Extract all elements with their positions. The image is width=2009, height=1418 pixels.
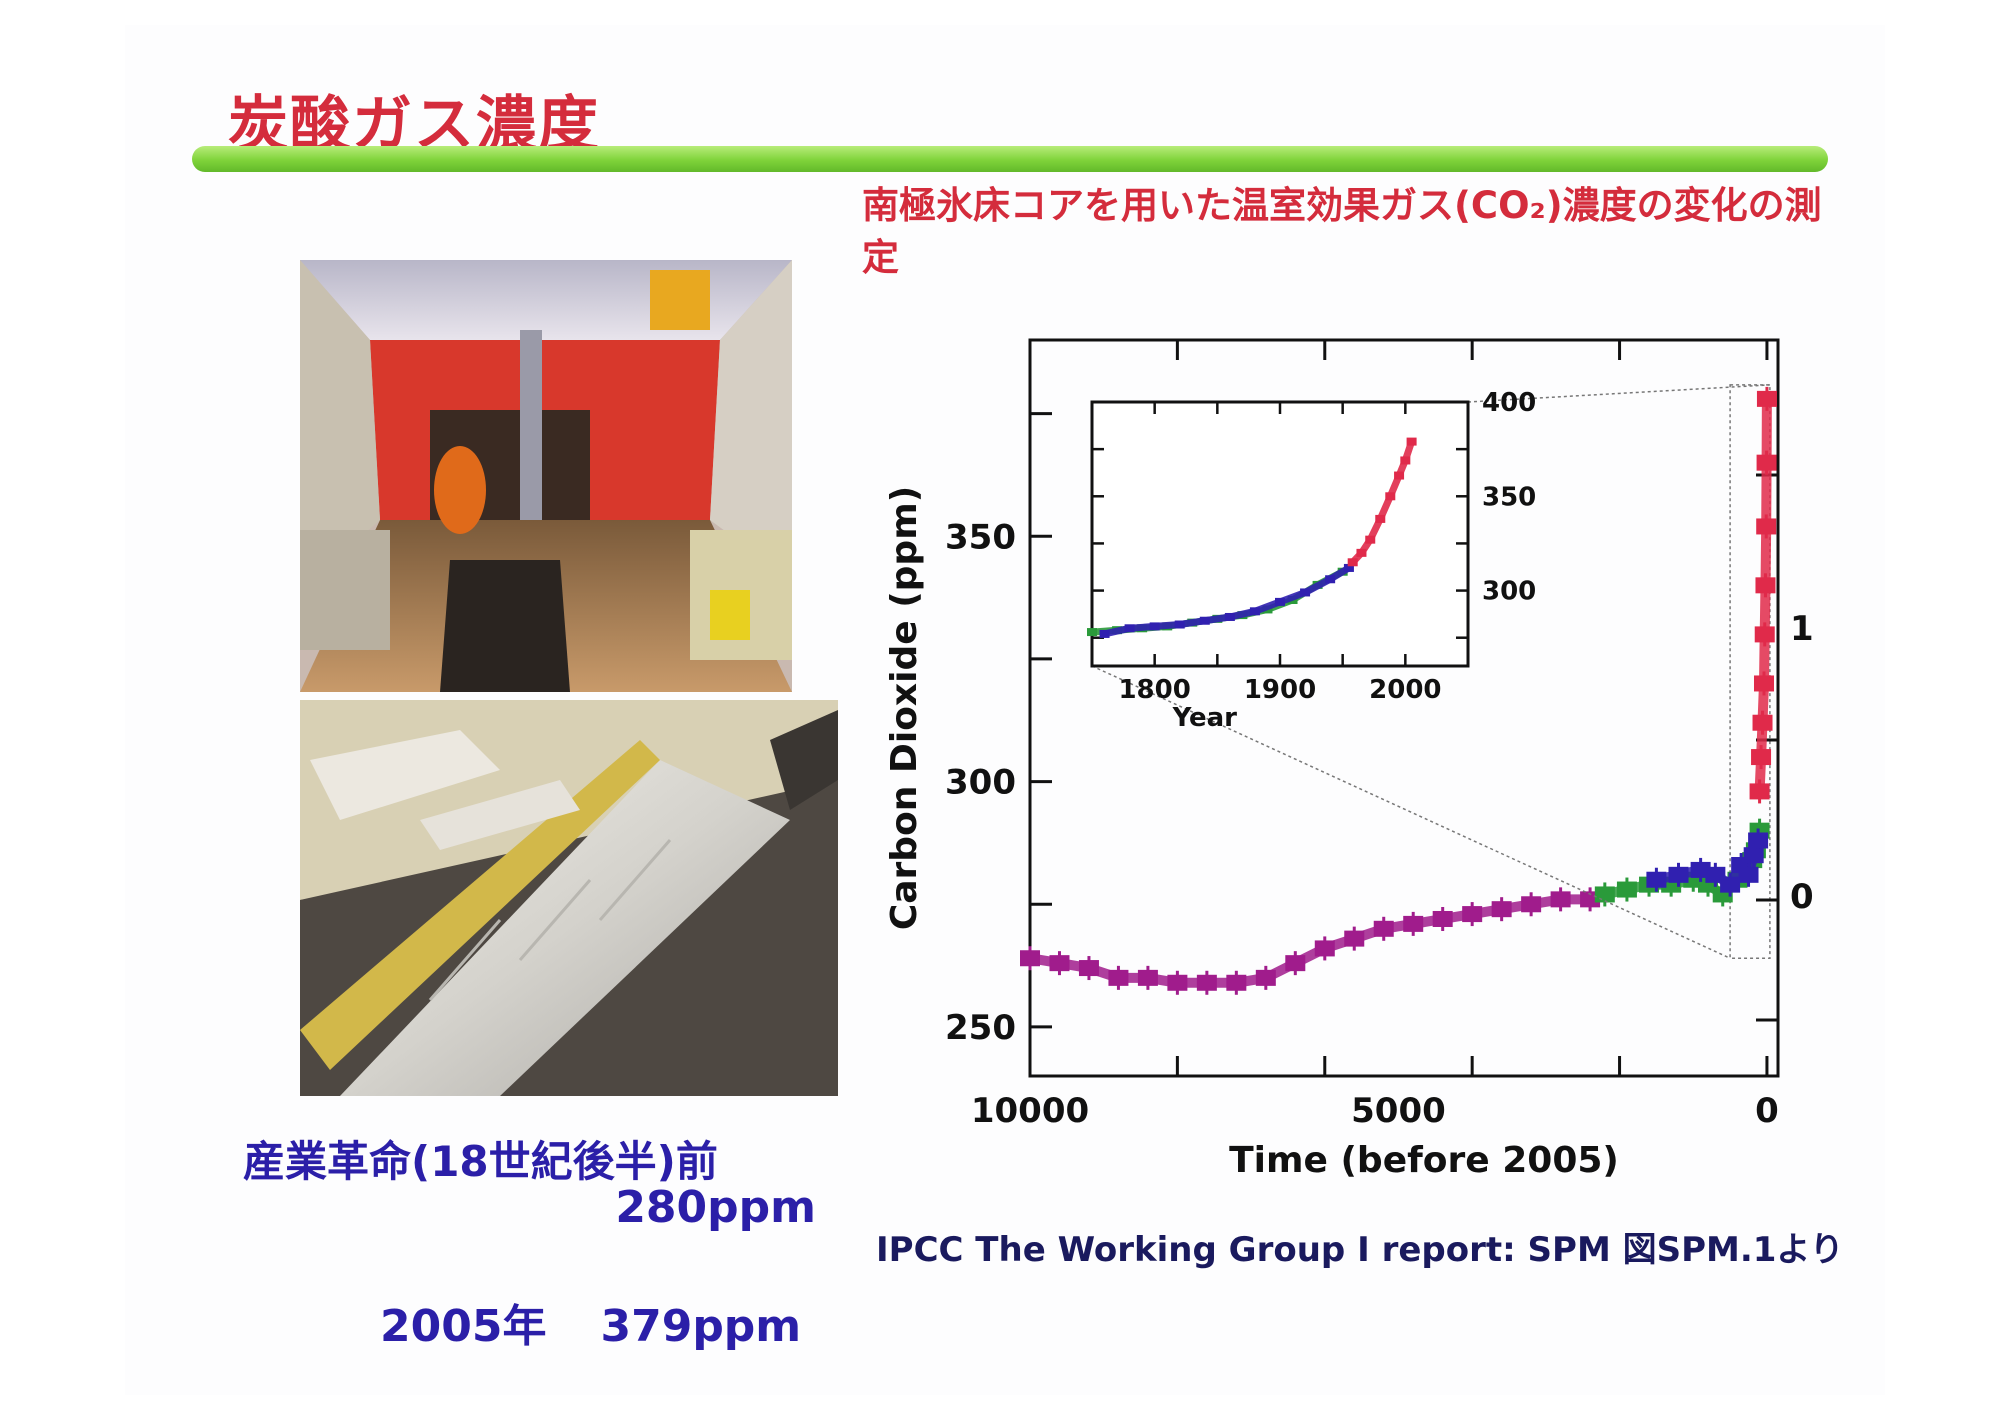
inset-data-point (1347, 558, 1358, 567)
zoom-connector-line (1091, 665, 1731, 959)
y-tick-label: 300 (945, 763, 1016, 803)
data-point (1646, 871, 1667, 888)
inset-data-point (1356, 548, 1367, 557)
data-point (1078, 960, 1099, 977)
inset-data-point (1275, 597, 1285, 606)
inset-data-point (1375, 514, 1386, 523)
right-axis-tick-label: 0 (1790, 877, 1814, 917)
zoom-box (1729, 384, 1771, 959)
data-point (1373, 920, 1394, 937)
inset-x-tick-label: 1900 (1244, 675, 1316, 705)
data-point (1285, 955, 1306, 972)
caption-preindustrial-value: 280ppm (615, 1182, 816, 1233)
inset-data-point (1300, 588, 1311, 597)
inset-data-point (1149, 622, 1160, 631)
data-point (1314, 940, 1335, 957)
main-plot-frame (1028, 338, 1780, 1078)
inset-x-tick-label: 2000 (1369, 675, 1441, 705)
inset-y-tick-label: 400 (1482, 388, 1536, 418)
inset-data-point (1087, 628, 1097, 637)
inset-y-tick-label: 300 (1482, 577, 1536, 607)
inset-data-point (1343, 563, 1354, 572)
caption-preindustrial: 産業革命(18世紀後半)前 (243, 1137, 718, 1186)
data-point (1108, 969, 1129, 986)
inset-data-point (1224, 612, 1235, 621)
inset-data-point (1199, 616, 1210, 625)
inset-data-point (1365, 535, 1376, 544)
data-point (1196, 974, 1217, 991)
data-point (1754, 626, 1775, 643)
ice-core-sample-photo (300, 700, 838, 1096)
x-tick-label: 0 (1755, 1091, 1779, 1131)
inset-data-point (1406, 437, 1417, 446)
data-point (1616, 881, 1637, 898)
data-point (1748, 832, 1769, 849)
y-tick-label: 250 (945, 1008, 1016, 1048)
x-axis-label: Time (before 2005) (1229, 1140, 1619, 1181)
ice-core-lab-photo (300, 260, 792, 692)
inset-y-tick-label: 350 (1482, 482, 1536, 512)
inset-data-point (1325, 575, 1336, 584)
data-point (1720, 876, 1741, 893)
data-point (1752, 714, 1773, 731)
source-citation: IPCC The Working Group I report: SPM 図SP… (876, 1230, 1844, 1270)
data-point (1738, 866, 1759, 883)
data-point (1521, 896, 1542, 913)
inset-data-point (1394, 471, 1405, 480)
inset-plot-frame (1090, 400, 1470, 668)
data-point (1167, 974, 1188, 991)
data-point (1756, 518, 1777, 535)
inset-data-point (1124, 624, 1135, 633)
data-point (1344, 930, 1365, 947)
caption-2005-year: 2005年 (380, 1301, 547, 1352)
data-point (1226, 974, 1247, 991)
data-point (1550, 891, 1571, 908)
inset-data-point (1099, 629, 1110, 638)
slide-subtitle: 南極氷床コアを用いた温室効果ガス(CO₂)濃度の変化の測定 (862, 184, 1822, 279)
data-point (1432, 910, 1453, 927)
y-tick-label: 350 (945, 517, 1016, 557)
inset-data-point (1400, 456, 1411, 465)
data-point (1756, 390, 1777, 407)
data-point (1749, 783, 1770, 800)
inset-x-tick-label: 1800 (1118, 675, 1190, 705)
caption-2005: 2005年 379ppm (380, 1290, 801, 1354)
data-point (1594, 886, 1615, 903)
data-point (1049, 955, 1070, 972)
data-point (1491, 901, 1512, 918)
data-point (1403, 915, 1424, 932)
data-point (1020, 950, 1040, 967)
x-tick-label: 5000 (1351, 1091, 1446, 1131)
data-point (1743, 847, 1764, 864)
data-point (1753, 675, 1774, 692)
zoom-connector-line (1467, 384, 1770, 403)
data-point (1668, 866, 1689, 883)
title-underline-bar (192, 146, 1828, 172)
data-point (1137, 969, 1158, 986)
data-point (1756, 454, 1777, 471)
inset-x-axis-label: Year (1172, 703, 1238, 733)
inset-data-point (1249, 607, 1260, 616)
caption-2005-value: 379ppm (600, 1301, 802, 1352)
data-point (1751, 749, 1772, 766)
data-point (1255, 969, 1276, 986)
data-point (1462, 906, 1483, 923)
x-tick-label: 10000 (971, 1091, 1089, 1131)
inset-data-point (1385, 492, 1396, 501)
inset-data-point (1174, 620, 1185, 629)
right-axis-tick-label: 1 (1790, 609, 1814, 649)
data-point (1755, 577, 1776, 594)
y-axis-label: Carbon Dioxide (ppm) (884, 486, 925, 930)
